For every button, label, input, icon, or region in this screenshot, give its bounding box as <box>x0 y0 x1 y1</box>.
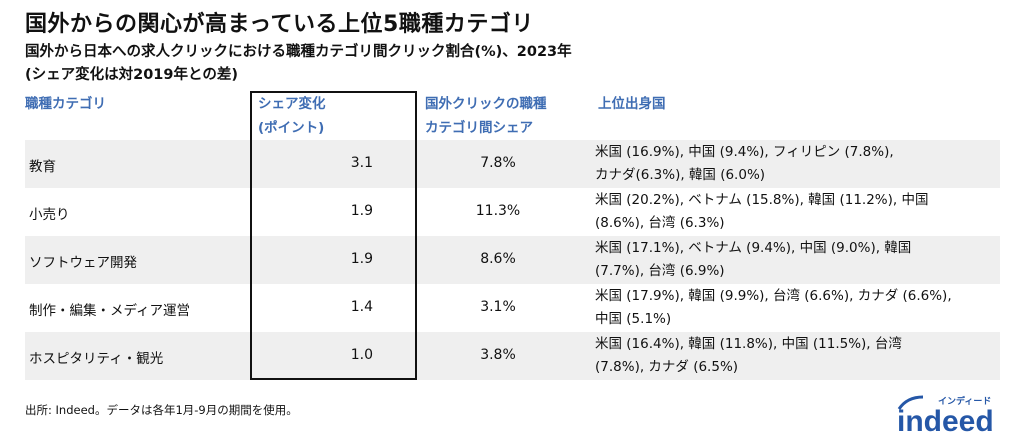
cell-share: 3.8% <box>480 347 516 363</box>
cell-share: 3.1% <box>480 299 516 315</box>
page-title: 国外からの関心が高まっている上位5職種カテゴリ <box>25 12 534 37</box>
cell-share: 7.8% <box>480 155 516 171</box>
cell-countries: 米国 (16.4%), 韓国 (11.8%), 中国 (11.5%), 台湾 (7… <box>595 336 902 375</box>
cell-countries: 米国 (20.2%), ベトナム (15.8%), 韓国 (11.2%), 中国… <box>595 192 929 231</box>
cell-change: 1.0 <box>350 347 373 363</box>
cell-change: 3.1 <box>350 155 373 171</box>
cell-change: 1.4 <box>350 299 373 315</box>
header-share: 国外クリックの職種 カテゴリ間シェア <box>425 96 547 136</box>
table-row: 小売り 1.9 11.3% 米国 (20.2%), ベトナム (15.8%), … <box>25 188 1000 236</box>
cell-countries: 米国 (17.1%), ベトナム (9.4%), 中国 (9.0%), 韓国 (7… <box>595 240 912 279</box>
cell-countries: 米国 (17.9%), 韓国 (9.9%), 台湾 (6.6%), カナダ (6… <box>595 288 952 327</box>
cell-category: 小売り <box>29 207 70 223</box>
header-change: シェア変化 (ポイント) <box>258 96 326 136</box>
indeed-logo: インディード indeed <box>893 393 1003 439</box>
cell-category: 教育 <box>29 159 56 175</box>
cell-share: 11.3% <box>475 203 521 219</box>
table-row: ホスピタリティ・観光 1.0 3.8% 米国 (16.4%), 韓国 (11.8… <box>25 332 1000 380</box>
table-row: ソフトウェア開発 1.9 8.6% 米国 (17.1%), ベトナム (9.4%… <box>25 236 1000 284</box>
header-countries: 上位出身国 <box>598 96 666 112</box>
table-row: 制作・編集・メディア運営 1.4 3.1% 米国 (17.9%), 韓国 (9.… <box>25 284 1000 332</box>
svg-text:インディード: インディード <box>938 395 991 407</box>
footer-source: 出所: Indeed。データは各年1月-9月の期間を使用。 <box>25 403 298 417</box>
cell-change: 1.9 <box>350 251 373 267</box>
cell-change: 1.9 <box>350 203 373 219</box>
highlight-box <box>250 91 417 380</box>
cell-countries: 米国 (16.9%), 中国 (9.4%), フィリピン (7.8%), カナダ(… <box>595 144 894 183</box>
header-category: 職種カテゴリ <box>25 96 106 112</box>
note: (シェア変化は対2019年との差) <box>25 67 238 83</box>
cell-category: ソフトウェア開発 <box>29 255 137 271</box>
cell-share: 8.6% <box>480 251 516 267</box>
svg-text:indeed: indeed <box>897 405 994 435</box>
cell-category: 制作・編集・メディア運営 <box>29 303 191 319</box>
subtitle: 国外から日本への求人クリックにおける職種カテゴリ間クリック割合(%)、2023年 <box>25 44 572 60</box>
cell-category: ホスピタリティ・観光 <box>29 351 164 367</box>
table-row: 教育 3.1 7.8% 米国 (16.9%), 中国 (9.4%), フィリピン… <box>25 140 1000 188</box>
